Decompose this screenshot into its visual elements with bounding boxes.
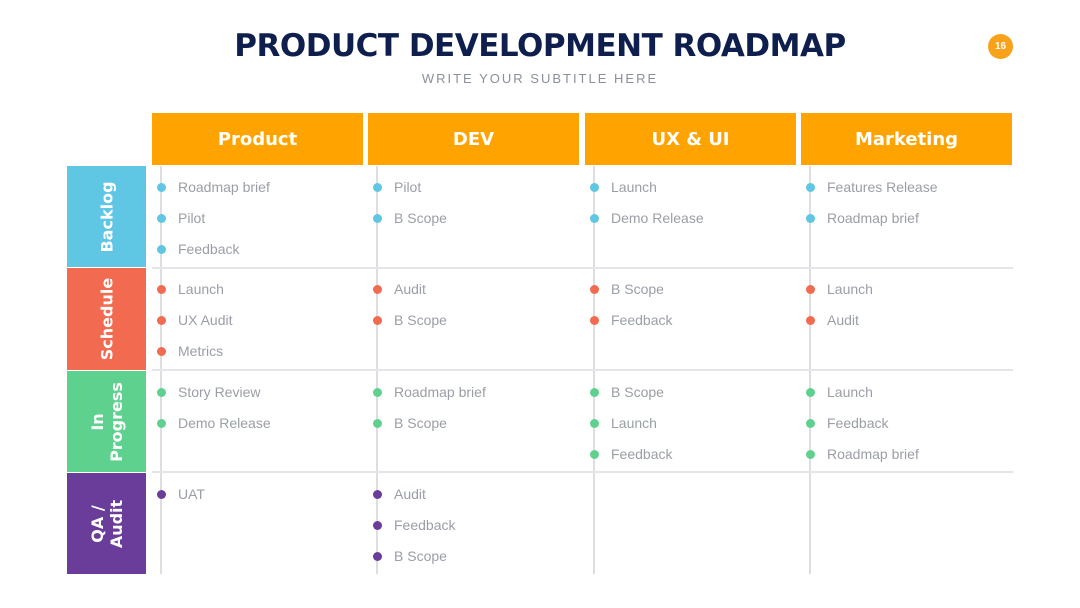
roadmap-item: Audit xyxy=(394,486,426,502)
bullet-dot-icon xyxy=(805,284,815,294)
roadmap-item: B Scope xyxy=(394,312,447,328)
bullet-dot-icon xyxy=(805,387,815,397)
bullet-dot-icon xyxy=(589,315,599,325)
row-divider xyxy=(152,369,1013,371)
bullet-dot-icon xyxy=(805,449,815,459)
bullet-dot-icon xyxy=(156,346,166,356)
bullet-dot-icon xyxy=(156,387,166,397)
roadmap-item: Feedback xyxy=(827,415,889,431)
bullet-dot-icon xyxy=(156,213,166,223)
roadmap-item: Launch xyxy=(611,179,657,195)
column-header-marketing: Marketing xyxy=(801,113,1012,165)
roadmap-item: B Scope xyxy=(394,415,447,431)
row-label-text: Backlog xyxy=(97,180,116,253)
roadmap-item: Audit xyxy=(827,312,859,328)
roadmap-item: Feedback xyxy=(611,446,673,462)
page-number-badge: 16 xyxy=(988,34,1013,59)
roadmap-item: Feedback xyxy=(394,517,456,533)
roadmap-item: Demo Release xyxy=(178,415,271,431)
page-title: PRODUCT DEVELOPMENT ROADMAP xyxy=(234,28,846,64)
bullet-dot-icon xyxy=(156,315,166,325)
row-label-backlog: Backlog xyxy=(67,166,146,267)
bullet-dot-icon xyxy=(156,284,166,294)
roadmap-item: Metrics xyxy=(178,343,224,359)
roadmap-item: Pilot xyxy=(178,210,206,226)
row-label-text: QA / Audit xyxy=(87,499,126,548)
bullet-dot-icon xyxy=(589,449,599,459)
bullet-dot-icon xyxy=(589,418,599,428)
bullet-dot-icon xyxy=(589,213,599,223)
bullet-dot-icon xyxy=(156,418,166,428)
row-label-text: In Progress xyxy=(87,381,126,462)
row-label-qa-audit: QA / Audit xyxy=(67,473,146,574)
bullet-dot-icon xyxy=(589,182,599,192)
roadmap-item: UX Audit xyxy=(178,312,233,328)
row-label-in-progress: In Progress xyxy=(67,371,146,472)
roadmap-item: Launch xyxy=(827,384,873,400)
roadmap-item: Demo Release xyxy=(611,210,704,226)
row-divider xyxy=(152,471,1013,473)
roadmap-item: Features Release xyxy=(827,179,938,195)
row-label-schedule: Schedule xyxy=(67,268,146,370)
bullet-dot-icon xyxy=(156,489,166,499)
roadmap-item: UAT xyxy=(178,486,205,502)
roadmap-item: B Scope xyxy=(394,210,447,226)
roadmap-item: B Scope xyxy=(394,548,447,564)
roadmap-item: Feedback xyxy=(611,312,673,328)
row-divider xyxy=(152,267,1013,269)
column-header-dev: DEV xyxy=(368,113,579,165)
roadmap-item: Launch xyxy=(611,415,657,431)
bullet-dot-icon xyxy=(372,213,382,223)
row-label-text: Schedule xyxy=(97,277,116,361)
roadmap-item: Roadmap brief xyxy=(827,446,919,462)
bullet-dot-icon xyxy=(589,284,599,294)
bullet-dot-icon xyxy=(805,213,815,223)
roadmap-item: Roadmap brief xyxy=(178,179,270,195)
bullet-dot-icon xyxy=(372,418,382,428)
bullet-dot-icon xyxy=(372,551,382,561)
bullet-dot-icon xyxy=(372,315,382,325)
bullet-dot-icon xyxy=(805,418,815,428)
roadmap-item: Roadmap brief xyxy=(827,210,919,226)
bullet-dot-icon xyxy=(372,284,382,294)
roadmap-item: Story Review xyxy=(178,384,261,400)
bullet-dot-icon xyxy=(372,489,382,499)
roadmap-item: Feedback xyxy=(178,241,240,257)
roadmap-item: B Scope xyxy=(611,281,664,297)
roadmap-item: Pilot xyxy=(394,179,422,195)
roadmap-item: Roadmap brief xyxy=(394,384,486,400)
roadmap-item: Launch xyxy=(827,281,873,297)
bullet-dot-icon xyxy=(372,520,382,530)
roadmap-item: Audit xyxy=(394,281,426,297)
bullet-dot-icon xyxy=(156,244,166,254)
roadmap-item: Launch xyxy=(178,281,224,297)
bullet-dot-icon xyxy=(372,182,382,192)
bullet-dot-icon xyxy=(372,387,382,397)
page-subtitle: WRITE YOUR SUBTITLE HERE xyxy=(421,71,659,86)
bullet-dot-icon xyxy=(156,182,166,192)
bullet-dot-icon xyxy=(805,182,815,192)
column-header-product: Product xyxy=(152,113,363,165)
bullet-dot-icon xyxy=(589,387,599,397)
column-header-ux-ui: UX & UI xyxy=(585,113,796,165)
bullet-dot-icon xyxy=(805,315,815,325)
roadmap-item: B Scope xyxy=(611,384,664,400)
